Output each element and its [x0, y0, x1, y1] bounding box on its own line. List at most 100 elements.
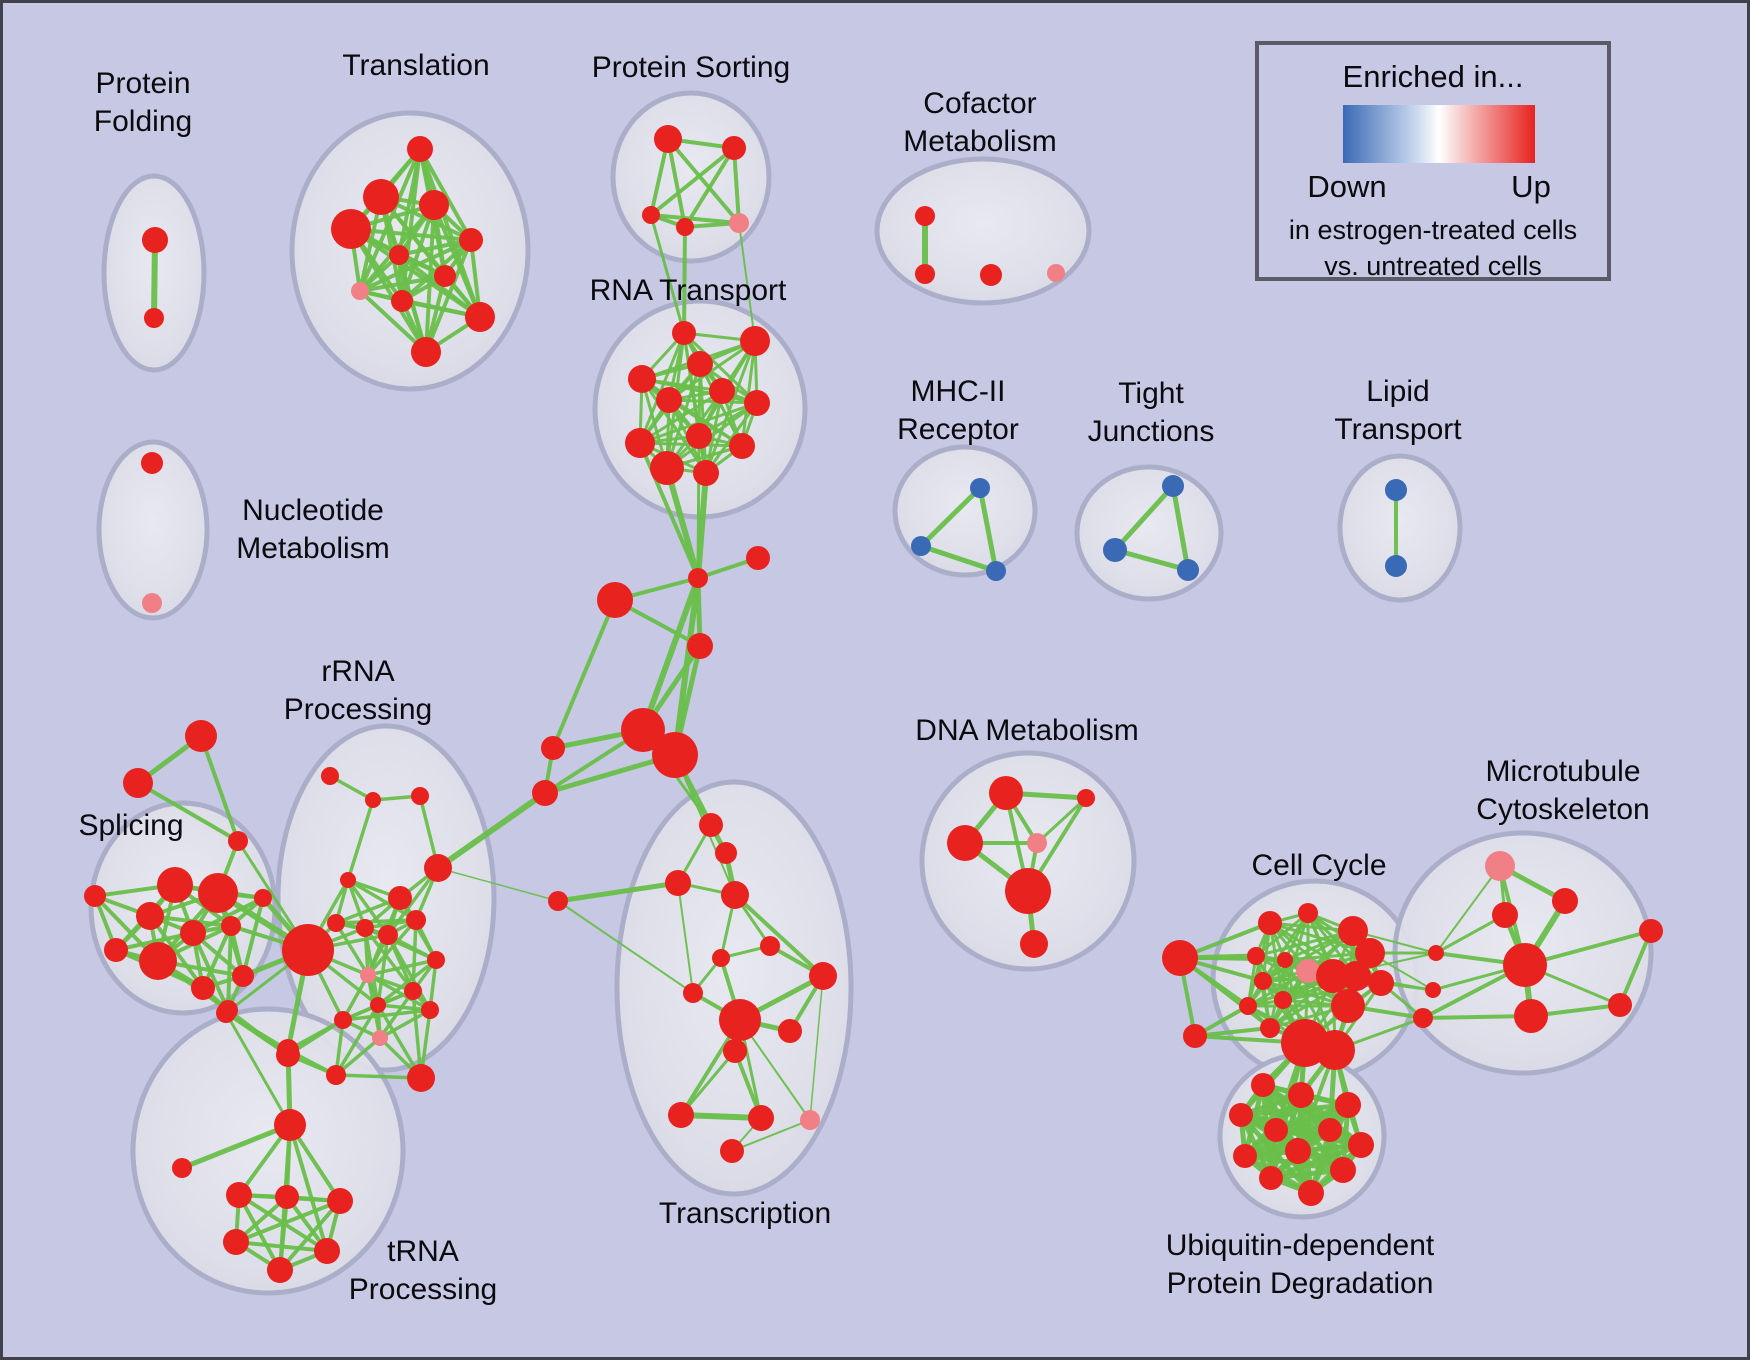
node	[191, 976, 215, 1000]
edge	[1112, 483, 1176, 553]
node	[740, 326, 770, 356]
edge	[349, 227, 428, 354]
cluster-label-rna-transport: RNA Transport	[590, 274, 787, 307]
edge	[1254, 929, 1355, 958]
edge	[738, 222, 756, 342]
node	[693, 460, 719, 486]
edge	[638, 441, 700, 580]
legend-up-label: Up	[1511, 169, 1551, 204]
node	[1162, 940, 1198, 976]
edge	[640, 377, 759, 405]
node	[654, 125, 682, 153]
cluster-label-cell-cycle: Cell Cycle	[1251, 849, 1386, 882]
node	[1316, 959, 1350, 993]
edge	[704, 389, 724, 475]
edge	[366, 973, 432, 1012]
edge	[366, 958, 438, 977]
node	[1335, 1092, 1361, 1118]
node	[141, 452, 163, 474]
node	[1428, 945, 1444, 961]
node	[628, 365, 656, 393]
node	[1177, 559, 1199, 581]
node	[720, 1139, 744, 1163]
node	[388, 886, 412, 910]
node	[1296, 959, 1320, 983]
node	[142, 593, 162, 613]
cluster-label-protein-folding: Protein Folding	[94, 67, 192, 138]
node	[548, 891, 568, 911]
labels-layer: Protein Folding Translation Protein Sorting…	[78, 49, 1649, 1306]
node	[1425, 982, 1441, 998]
node	[378, 925, 398, 945]
node	[389, 245, 409, 265]
node	[172, 1158, 192, 1178]
edge	[226, 924, 233, 1012]
node	[625, 428, 655, 458]
node	[722, 136, 746, 160]
edge	[241, 896, 265, 978]
legend-down-label: Down	[1307, 169, 1387, 204]
node	[365, 792, 381, 808]
cluster-label-mhc-ii-receptor: MHC-II Receptor	[897, 375, 1019, 446]
node	[1254, 972, 1272, 990]
cluster-label-dna-metabolism: DNA Metabolism	[915, 714, 1138, 747]
edge	[1193, 1026, 1272, 1038]
edge	[411, 989, 423, 1080]
node	[1514, 999, 1548, 1033]
node	[642, 206, 660, 224]
node	[989, 776, 1023, 810]
cluster-label-tight-junctions: Tight Junctions	[1088, 377, 1215, 448]
edge	[1268, 1142, 1364, 1181]
node	[411, 337, 441, 367]
edge	[666, 137, 741, 225]
node	[372, 1030, 388, 1046]
node	[216, 1003, 236, 1023]
node	[541, 736, 565, 760]
node	[1229, 1103, 1253, 1127]
node	[1355, 938, 1385, 968]
node	[1331, 989, 1365, 1023]
node	[687, 351, 713, 377]
node	[327, 1188, 353, 1214]
edge	[665, 401, 759, 470]
edge	[288, 1123, 329, 1253]
node	[672, 321, 696, 345]
cluster-ellipse-lipid-transport	[1337, 453, 1463, 603]
node	[1274, 991, 1292, 1009]
node	[1330, 1157, 1356, 1183]
node	[198, 873, 238, 913]
edge	[378, 1008, 432, 1040]
node	[1348, 1132, 1374, 1158]
node	[709, 378, 735, 404]
node	[1005, 868, 1051, 914]
node	[277, 1039, 299, 1061]
edge	[666, 137, 687, 229]
node	[427, 951, 445, 969]
cluster-ellipse-nucleotide-metabolism	[96, 439, 210, 621]
edge	[435, 790, 548, 871]
edge	[696, 434, 701, 580]
edge	[551, 598, 617, 750]
node	[652, 732, 698, 778]
node	[1183, 1024, 1207, 1048]
network-svg: Protein Folding Translation Protein Sorting…	[78, 49, 1663, 1306]
node	[104, 938, 128, 962]
node	[123, 768, 153, 798]
node	[1315, 1030, 1355, 1070]
cluster-label-microtubule-cytoskeleton: Microtubule Cytoskeleton	[1476, 755, 1649, 826]
node	[419, 190, 449, 220]
node	[370, 997, 386, 1013]
edge	[1421, 1014, 1533, 1020]
node	[719, 999, 761, 1041]
node	[1258, 911, 1282, 935]
edge	[1242, 1127, 1333, 1159]
node	[1020, 930, 1048, 958]
node	[406, 910, 426, 930]
edge	[733, 893, 825, 978]
edge	[557, 900, 694, 994]
node	[139, 942, 177, 980]
edge	[386, 933, 432, 1012]
node	[1385, 479, 1407, 501]
edge	[683, 146, 736, 229]
edge	[682, 225, 687, 335]
